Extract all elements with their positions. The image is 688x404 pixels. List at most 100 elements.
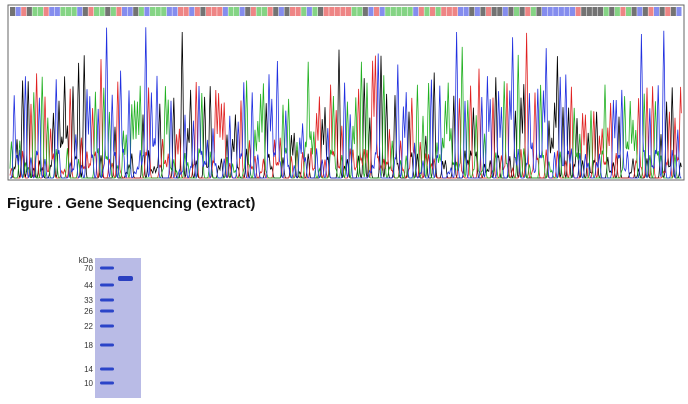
base-call xyxy=(306,7,312,16)
base-call xyxy=(21,7,27,16)
base-call xyxy=(407,7,413,16)
marker-label: 44 xyxy=(84,281,93,290)
base-call xyxy=(626,7,632,16)
base-call xyxy=(558,7,564,16)
base-call xyxy=(637,7,643,16)
base-call xyxy=(480,7,486,16)
base-call xyxy=(592,7,598,16)
base-call xyxy=(312,7,318,16)
trace xyxy=(10,27,682,179)
base-call xyxy=(536,7,542,16)
base-call xyxy=(329,7,335,16)
caption: Figure . Gene Sequencing (extract) xyxy=(7,195,255,212)
gel-image: kDa 70 44 33 26 22 18 14 10 xyxy=(79,256,141,398)
sample-band xyxy=(118,276,133,281)
base-call xyxy=(514,7,520,16)
marker-label: 10 xyxy=(84,379,93,388)
base-call xyxy=(474,7,480,16)
base-call xyxy=(82,7,88,16)
trace xyxy=(9,32,682,179)
base-call xyxy=(250,7,256,16)
base-call xyxy=(43,7,49,16)
base-call xyxy=(542,7,548,16)
base-call xyxy=(508,7,514,16)
base-call xyxy=(402,7,408,16)
base-call xyxy=(609,7,615,16)
base-call xyxy=(670,7,676,16)
base-call xyxy=(178,7,184,16)
gel-background xyxy=(95,258,141,398)
base-call xyxy=(295,7,301,16)
base-call xyxy=(323,7,329,16)
base-call xyxy=(267,7,273,16)
base-call xyxy=(183,7,189,16)
trace xyxy=(9,46,682,179)
base-call xyxy=(155,7,161,16)
base-call xyxy=(144,7,150,16)
base-call xyxy=(396,7,402,16)
base-call xyxy=(166,7,172,16)
base-call xyxy=(127,7,133,16)
base-call xyxy=(217,7,223,16)
base-call xyxy=(49,7,55,16)
base-call xyxy=(553,7,559,16)
base-call xyxy=(547,7,553,16)
base-call xyxy=(598,7,604,16)
marker-band xyxy=(100,324,114,328)
base-call xyxy=(284,7,290,16)
base-call xyxy=(99,7,105,16)
base-call xyxy=(586,7,592,16)
chromatogram xyxy=(7,4,685,181)
marker-band xyxy=(100,367,114,371)
base-call xyxy=(194,7,200,16)
base-call xyxy=(642,7,648,16)
base-call xyxy=(575,7,581,16)
marker-label: 22 xyxy=(84,322,93,331)
base-call xyxy=(200,7,206,16)
base-call xyxy=(10,7,16,16)
base-call xyxy=(290,7,296,16)
base-call xyxy=(245,7,251,16)
marker-label: 14 xyxy=(84,365,93,374)
base-call xyxy=(116,7,122,16)
base-call xyxy=(161,7,167,16)
base-call xyxy=(435,7,441,16)
base-call xyxy=(189,7,195,16)
marker-label: 33 xyxy=(84,296,93,305)
base-call xyxy=(88,7,94,16)
base-call xyxy=(71,7,77,16)
base-call xyxy=(581,7,587,16)
marker-band xyxy=(100,381,114,385)
base-call xyxy=(469,7,475,16)
base-call xyxy=(570,7,576,16)
base-call xyxy=(346,7,352,16)
base-call xyxy=(318,7,324,16)
base-call xyxy=(38,7,44,16)
marker-label: 70 xyxy=(84,264,93,273)
marker-label: 18 xyxy=(84,341,93,350)
base-call xyxy=(351,7,357,16)
marker-band xyxy=(100,343,114,347)
base-call xyxy=(676,7,682,16)
marker-band xyxy=(100,266,114,270)
base-call xyxy=(273,7,279,16)
base-call xyxy=(379,7,385,16)
base-call xyxy=(564,7,570,16)
base-call xyxy=(463,7,469,16)
base-call xyxy=(26,7,32,16)
base-call xyxy=(32,7,38,16)
base-call xyxy=(502,7,508,16)
base-call xyxy=(172,7,178,16)
base-call xyxy=(497,7,503,16)
base-call xyxy=(441,7,447,16)
base-call xyxy=(620,7,626,16)
base-call xyxy=(654,7,660,16)
base-call xyxy=(390,7,396,16)
base-call xyxy=(239,7,245,16)
base-call xyxy=(631,7,637,16)
base-call xyxy=(122,7,128,16)
base-call xyxy=(368,7,374,16)
unit-label: kDa xyxy=(79,256,94,265)
base-call xyxy=(228,7,234,16)
